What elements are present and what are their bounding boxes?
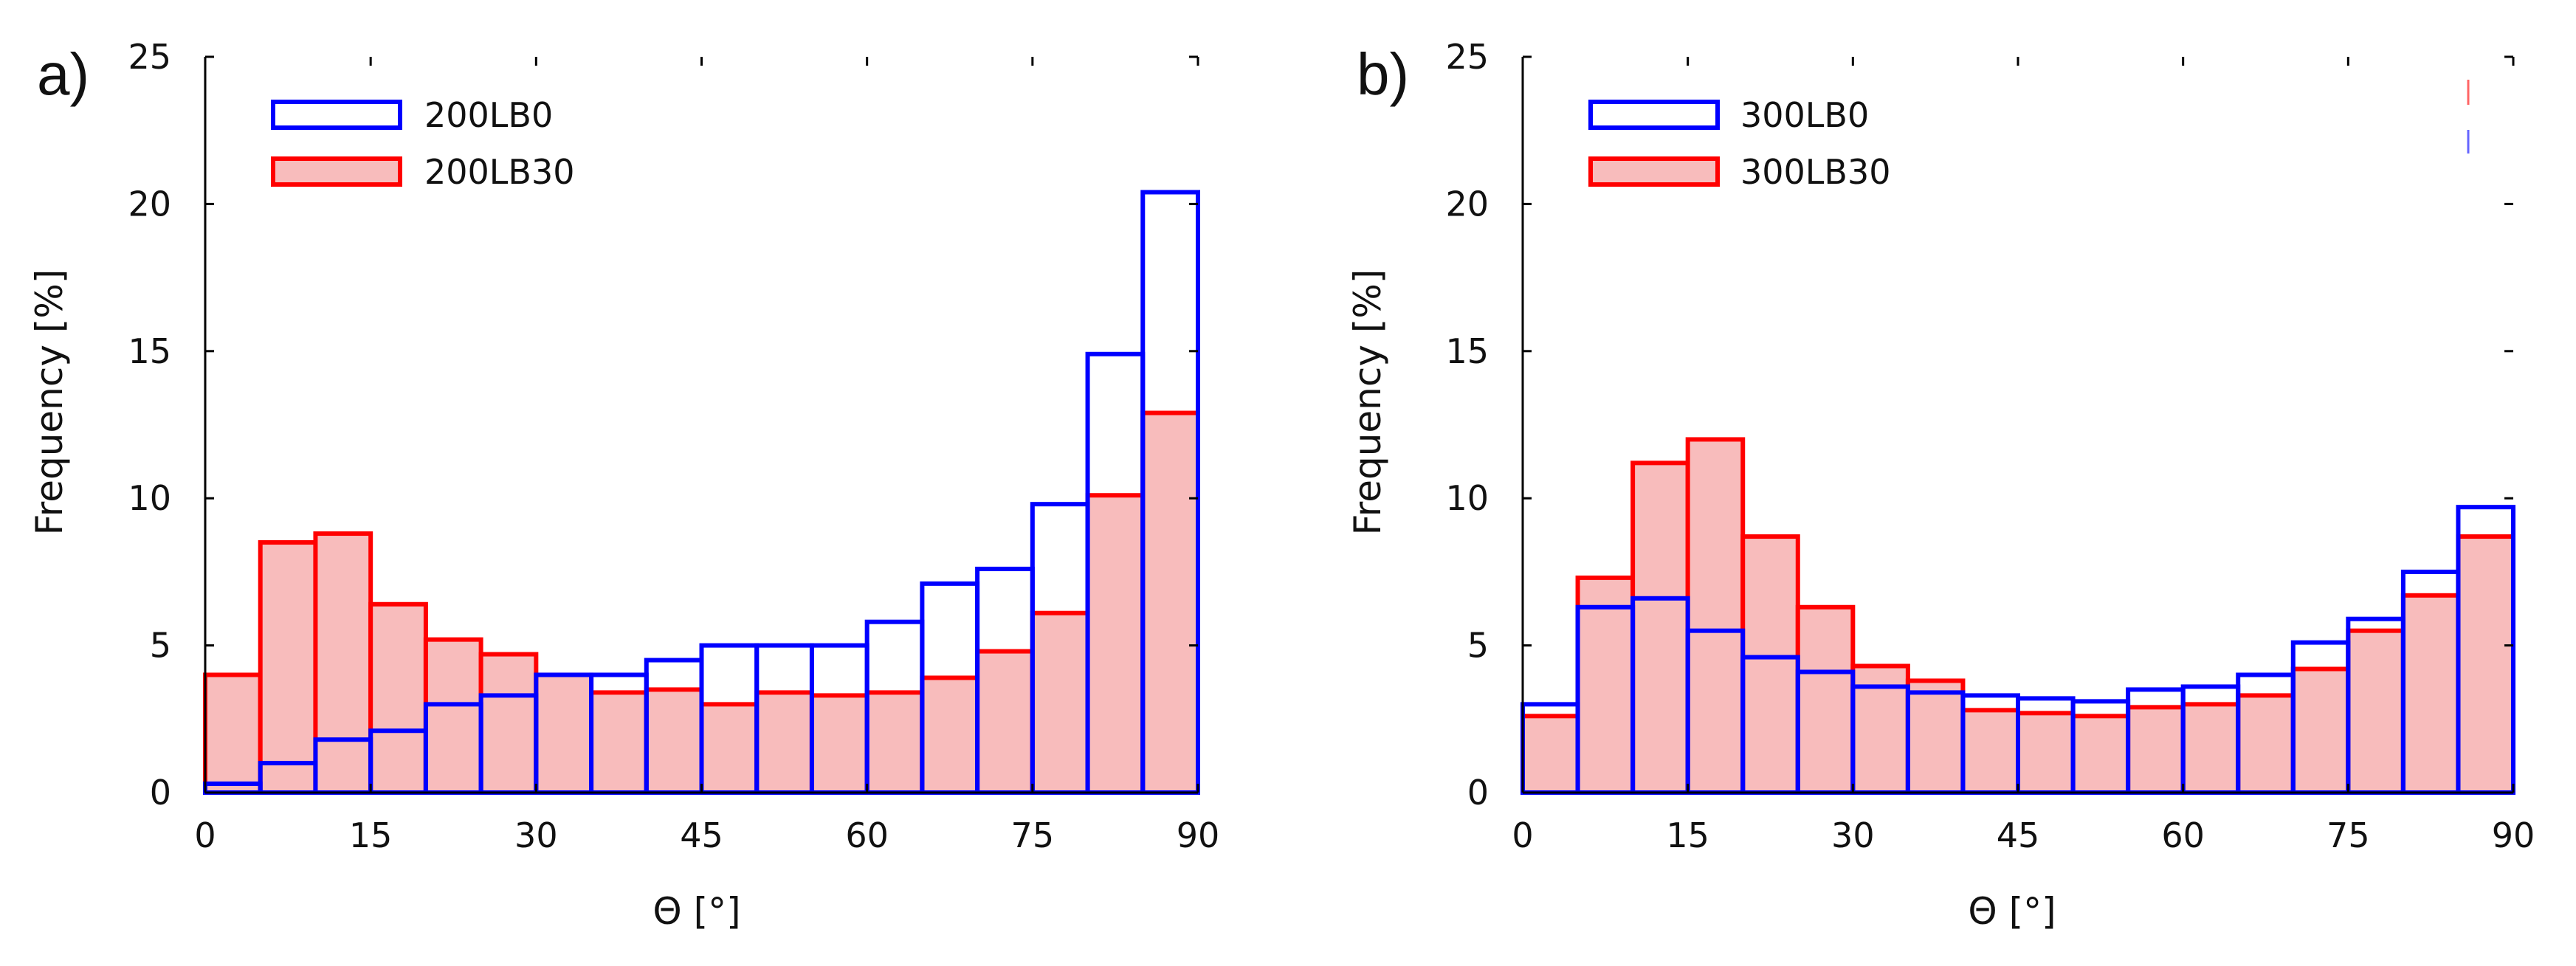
panel-a-bar-200LB30-8 <box>644 687 704 795</box>
panel-b-y-tick-label-0: 0 <box>1467 773 1489 813</box>
panel-a-x-tick-label-30: 30 <box>514 815 558 855</box>
panel-b-legend-swatch-2 <box>1588 156 1720 187</box>
panel-b-legend-item-1: 300LB0 <box>1588 95 1869 135</box>
panel-b-bar-300LB30-3 <box>1685 437 1746 795</box>
panel-b-x-tick-label-45: 45 <box>1997 815 2040 855</box>
panel-b-y-tick-label-5: 5 <box>1467 626 1489 666</box>
panel-a-bar-200LB30-6 <box>534 672 594 795</box>
panel-b-legend-swatch-1 <box>1588 100 1720 130</box>
panel-b-x-tick-label-60: 60 <box>2161 815 2205 855</box>
panel-a-bar-200LB30-2 <box>313 531 373 796</box>
panel-b-bar-300LB30-2 <box>1630 460 1690 795</box>
panel-b-y-tick-label-15: 15 <box>1445 331 1489 371</box>
panel-a: a) Frequency [%] Θ [°] 0 15 30 45 60 75 90 0 5 10… <box>28 37 1219 933</box>
panel-b-bar-300LB30-4 <box>1740 534 1800 795</box>
panel-a-bar-200LB30-10 <box>754 690 814 796</box>
panel-b-bar-300LB30-7 <box>1905 678 1966 795</box>
panel-a-y-tick-label-15: 15 <box>128 331 171 371</box>
panel-b-x-tick-label-30: 30 <box>1831 815 1875 855</box>
panel-b-x-tick-label-75: 75 <box>2327 815 2370 855</box>
panel-b-bar-300LB30-9 <box>2016 711 2076 795</box>
panel-a-bar-200LB30-16 <box>1085 493 1146 795</box>
panel-a-legend-label-1: 200LB0 <box>424 95 553 135</box>
panel-b: b) Frequency [%] Θ [°] 0 15 30 45 60 75 90 0 5 10… <box>1346 37 2535 933</box>
panel-a-bar-200LB30-15 <box>1030 610 1090 795</box>
panel-a-x-tick-label-15: 15 <box>349 815 393 855</box>
panel-a-y-tick-label-25: 25 <box>128 37 171 77</box>
panel-b-legend-item-2: 300LB30 <box>1588 152 1891 192</box>
panel-a-y-axis-label: Frequency [%] <box>28 269 71 536</box>
panel-a-legend-swatch-2 <box>271 156 402 187</box>
panel-a-x-tick-label-75: 75 <box>1011 815 1055 855</box>
panel-b-bar-300LB30-16 <box>2400 593 2461 796</box>
panel-b-x-tick-label-90: 90 <box>2492 815 2535 855</box>
panel-b-bar-300LB30-1 <box>1575 575 1636 795</box>
panel-a-bar-200LB30-5 <box>478 652 539 796</box>
panel-a-bar-200LB30-0 <box>203 672 263 795</box>
panel-a-bar-200LB30-1 <box>258 540 318 796</box>
panel-a-legend-item-1: 200LB0 <box>271 95 553 135</box>
panel-b-legend: 300LB0 300LB30 <box>1588 95 1891 192</box>
panel-a-bar-200LB30-9 <box>699 702 760 795</box>
panel-b-legend-label-1: 300LB0 <box>1740 95 1869 135</box>
panel-a-bar-200LB30-11 <box>809 693 869 795</box>
panel-b-bar-300LB30-8 <box>1960 708 2020 795</box>
panel-a-bar-200LB30-13 <box>920 675 980 796</box>
panel-b-bar-300LB30-11 <box>2126 705 2186 796</box>
panel-a-legend-item-2: 200LB30 <box>271 152 575 192</box>
panel-b-y-axis-label: Frequency [%] <box>1346 269 1389 536</box>
panel-b-label: b) <box>1357 41 1409 107</box>
panel-a-x-tick-label-0: 0 <box>194 815 216 855</box>
panel-b-bar-300LB30-14 <box>2290 666 2351 796</box>
panel-a-series-200LB30 <box>203 410 1201 796</box>
panel-b-legend-label-2: 300LB30 <box>1740 152 1891 192</box>
panel-a-y-tick-label-20: 20 <box>128 184 171 224</box>
panel-a-bar-200LB30-17 <box>1140 410 1201 795</box>
panel-b-y-tick-label-10: 10 <box>1445 478 1489 518</box>
panel-b-bar-300LB30-12 <box>2180 702 2241 795</box>
panel-a-bar-200LB30-4 <box>423 637 483 796</box>
panel-b-bar-300LB30-10 <box>2070 714 2131 796</box>
panel-a-legend-label-2: 200LB30 <box>424 152 575 192</box>
panel-b-x-tick-label-0: 0 <box>1512 815 1533 855</box>
panel-a-y-tick-label-10: 10 <box>128 478 171 518</box>
panel-a-bar-200LB30-3 <box>368 601 428 795</box>
panel-a-legend-swatch-1 <box>271 100 402 130</box>
panel-a-bar-200LB30-7 <box>589 690 649 796</box>
panel-b-x-axis-label: Θ [°] <box>1968 890 2056 933</box>
panel-b-bar-300LB30-17 <box>2456 534 2515 795</box>
panel-b-bar-300LB30-13 <box>2236 693 2296 795</box>
panel-b-bar-300LB30-15 <box>2346 628 2405 795</box>
panel-a-legend: 200LB0 200LB30 <box>271 95 575 192</box>
panel-b-x-tick-label-15: 15 <box>1666 815 1709 855</box>
panel-a-x-tick-label-60: 60 <box>845 815 889 855</box>
panel-a-plot-area: 0 15 30 45 60 75 90 0 5 10 15 20 25 <box>128 37 1219 855</box>
panel-a-x-tick-label-45: 45 <box>680 815 723 855</box>
panel-b-bar-300LB30-0 <box>1521 714 1580 796</box>
panel-b-y-tick-label-25: 25 <box>1445 37 1489 77</box>
panel-a-y-tick-label-0: 0 <box>150 773 171 813</box>
panel-b-y-tick-label-20: 20 <box>1445 184 1489 224</box>
panel-a-bar-200LB30-12 <box>864 690 925 796</box>
panel-a-y-tick-label-5: 5 <box>150 626 171 666</box>
panel-a-bar-200LB30-14 <box>975 649 1035 795</box>
panel-b-plot-area: 0 15 30 45 60 75 90 0 5 10 15 20 25 <box>1445 37 2535 855</box>
panel-a-x-tick-label-90: 90 <box>1177 815 1220 855</box>
panel-a-label: a) <box>37 41 89 107</box>
panel-b-bar-300LB30-5 <box>1795 604 1856 795</box>
panel-a-x-axis-label: Θ [°] <box>652 890 740 933</box>
